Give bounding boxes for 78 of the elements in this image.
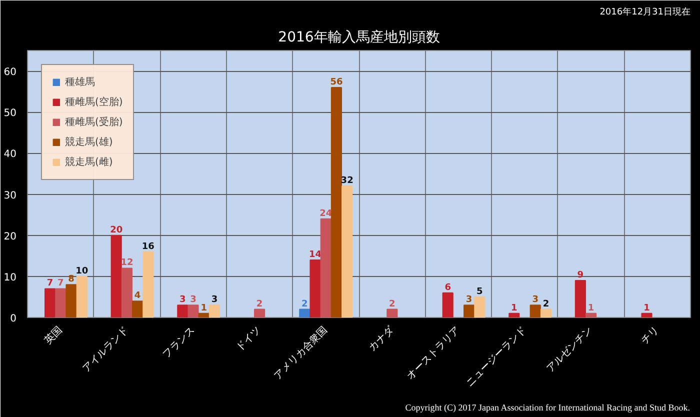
y-tick-label: 10	[4, 272, 17, 284]
bar	[342, 186, 353, 318]
data-label: 3	[211, 295, 218, 306]
legend-label: 競走馬(雌)	[65, 156, 113, 169]
data-label: 2	[542, 299, 550, 310]
bar	[208, 304, 220, 318]
data-label: 3	[532, 295, 538, 306]
bar	[320, 218, 332, 318]
bar	[142, 251, 154, 318]
bar	[530, 304, 541, 318]
bar	[44, 288, 56, 318]
x-tick-label: アイルランド	[80, 324, 131, 375]
legend-label: 競走馬(雄)	[65, 136, 113, 149]
x-tick-label: ドイツ	[234, 324, 264, 354]
data-label: 4	[134, 291, 141, 302]
bar	[330, 86, 342, 318]
data-label: 6	[444, 282, 451, 293]
legend-label: 種雌馬(受胎)	[65, 116, 123, 129]
data-label: 3	[180, 295, 186, 306]
data-label: 1	[588, 303, 594, 314]
data-label: 3	[190, 295, 196, 306]
bar	[121, 268, 132, 318]
bar	[55, 288, 66, 318]
bar	[508, 312, 520, 318]
x-tick-label: アメリカ合衆国	[272, 324, 330, 382]
y-tick-label: 30	[4, 190, 17, 202]
bar	[66, 284, 77, 318]
data-label: 7	[58, 278, 64, 289]
data-label: 3	[466, 295, 472, 306]
x-tick-label: チリ	[639, 324, 662, 347]
bar	[254, 308, 266, 318]
bar	[198, 312, 210, 318]
data-label: 10	[76, 266, 88, 276]
x-tick-label: オーストラリア	[405, 324, 462, 382]
bar	[574, 280, 586, 318]
text: Copyright (C) 2017 Japan Association for International Racing and Stud Book.	[405, 402, 690, 412]
y-tick-label: 50	[4, 108, 17, 120]
x-tick-label: アルゼンチン	[544, 324, 595, 375]
x-tick-label: フランス	[161, 324, 198, 361]
bar	[641, 312, 652, 318]
bar	[586, 312, 597, 318]
legend-label: 種雄馬	[65, 76, 95, 89]
data-label: 2	[256, 299, 263, 310]
data-label: 56	[330, 77, 343, 88]
chart-title: 2016年輸入馬産地別頭数	[278, 30, 440, 46]
bar	[310, 259, 321, 318]
data-label: 16	[142, 242, 154, 252]
bar	[188, 304, 199, 318]
data-label: 2	[389, 299, 396, 310]
chart-subtitle: 2016年12月31日現在	[600, 6, 691, 18]
data-label: 20	[110, 225, 123, 236]
y-tick-label: 40	[4, 149, 17, 160]
bar	[177, 304, 188, 318]
bar	[110, 234, 122, 318]
y-tick-label: 0	[10, 314, 17, 324]
data-label: 1	[644, 303, 650, 314]
data-label: 8	[68, 274, 74, 285]
data-label: 24	[320, 208, 332, 219]
y-tick-label: 20	[4, 231, 17, 242]
bar	[474, 296, 486, 318]
data-label: 1	[511, 303, 518, 314]
bar	[76, 276, 88, 318]
data-label: 2	[302, 299, 308, 310]
x-tick-label: ニュージーランド	[464, 324, 529, 389]
legend-label: 種雌馬(空胎)	[65, 96, 123, 109]
bar	[464, 304, 475, 318]
x-tick-label: 英国	[42, 324, 65, 347]
data-label: 14	[308, 250, 322, 260]
bar	[299, 308, 310, 318]
y-tick-label: 60	[4, 67, 17, 78]
bar	[132, 300, 144, 318]
bar	[386, 308, 398, 318]
bar	[540, 308, 552, 318]
data-label: 7	[46, 278, 54, 289]
data-label: 1	[200, 303, 207, 314]
data-label: 5	[476, 286, 483, 297]
x-tick-label: カナダ	[366, 323, 397, 354]
bar	[442, 292, 454, 318]
